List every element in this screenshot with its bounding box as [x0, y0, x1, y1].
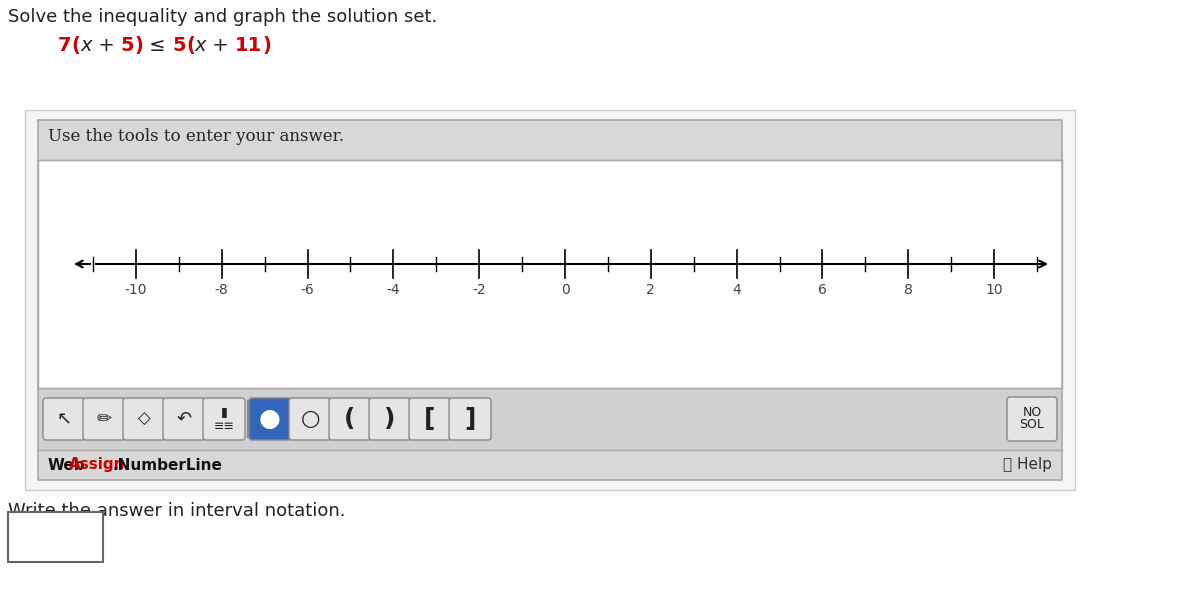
Text: 10: 10 — [985, 283, 1003, 297]
Text: x: x — [80, 36, 92, 55]
Text: Write the answer in interval notation.: Write the answer in interval notation. — [8, 502, 346, 520]
Text: ≤: ≤ — [143, 36, 173, 55]
Text: 8: 8 — [904, 283, 913, 297]
Text: ▮
≡≡: ▮ ≡≡ — [214, 405, 234, 433]
FancyBboxPatch shape — [8, 512, 103, 562]
Text: ]: ] — [464, 407, 475, 431]
Text: ●: ● — [259, 407, 281, 431]
Text: Solve the inequality and graph the solution set.: Solve the inequality and graph the solut… — [8, 8, 437, 26]
Text: NO: NO — [1022, 407, 1042, 419]
FancyBboxPatch shape — [124, 398, 166, 440]
Text: Assign: Assign — [70, 458, 126, 472]
Text: 2: 2 — [647, 283, 655, 297]
FancyBboxPatch shape — [1007, 397, 1057, 441]
Text: Use the tools to enter your answer.: Use the tools to enter your answer. — [48, 128, 344, 145]
Text: 5: 5 — [173, 36, 186, 55]
Text: 4: 4 — [732, 283, 742, 297]
Text: ): ) — [384, 407, 396, 431]
FancyBboxPatch shape — [203, 398, 245, 440]
FancyBboxPatch shape — [38, 120, 1062, 160]
Text: 6: 6 — [818, 283, 827, 297]
FancyBboxPatch shape — [250, 398, 292, 440]
Text: -2: -2 — [473, 283, 486, 297]
Text: -8: -8 — [215, 283, 229, 297]
FancyBboxPatch shape — [449, 398, 491, 440]
Text: ✏: ✏ — [96, 410, 112, 428]
FancyBboxPatch shape — [329, 398, 371, 440]
Text: ◇: ◇ — [138, 410, 150, 428]
FancyBboxPatch shape — [83, 398, 125, 440]
FancyBboxPatch shape — [38, 388, 1062, 450]
Text: -4: -4 — [386, 283, 400, 297]
Text: ○: ○ — [300, 409, 319, 429]
Text: ↖: ↖ — [56, 410, 72, 428]
FancyBboxPatch shape — [409, 398, 451, 440]
Text: (: ( — [72, 36, 80, 55]
FancyBboxPatch shape — [25, 110, 1075, 490]
Text: -6: -6 — [301, 283, 314, 297]
Text: x: x — [194, 36, 206, 55]
Text: Web: Web — [48, 458, 85, 472]
FancyBboxPatch shape — [38, 160, 1062, 388]
Text: ↶: ↶ — [176, 410, 192, 428]
FancyBboxPatch shape — [163, 398, 205, 440]
Text: +: + — [92, 36, 121, 55]
Text: 5: 5 — [121, 36, 134, 55]
FancyBboxPatch shape — [289, 398, 331, 440]
FancyBboxPatch shape — [38, 450, 1062, 480]
Text: ⓘ Help: ⓘ Help — [1003, 458, 1052, 472]
Text: -10: -10 — [125, 283, 148, 297]
Text: (: ( — [344, 407, 355, 431]
Text: ): ) — [263, 36, 271, 55]
Text: [: [ — [425, 407, 436, 431]
FancyBboxPatch shape — [43, 398, 85, 440]
Text: 7: 7 — [58, 36, 72, 55]
Text: SOL: SOL — [1020, 418, 1044, 432]
Text: ): ) — [134, 36, 143, 55]
Text: 0: 0 — [560, 283, 569, 297]
FancyBboxPatch shape — [370, 398, 410, 440]
Text: 11: 11 — [235, 36, 263, 55]
Text: +: + — [206, 36, 235, 55]
Text: (: ( — [186, 36, 194, 55]
Text: .NumberLine: .NumberLine — [113, 458, 223, 472]
